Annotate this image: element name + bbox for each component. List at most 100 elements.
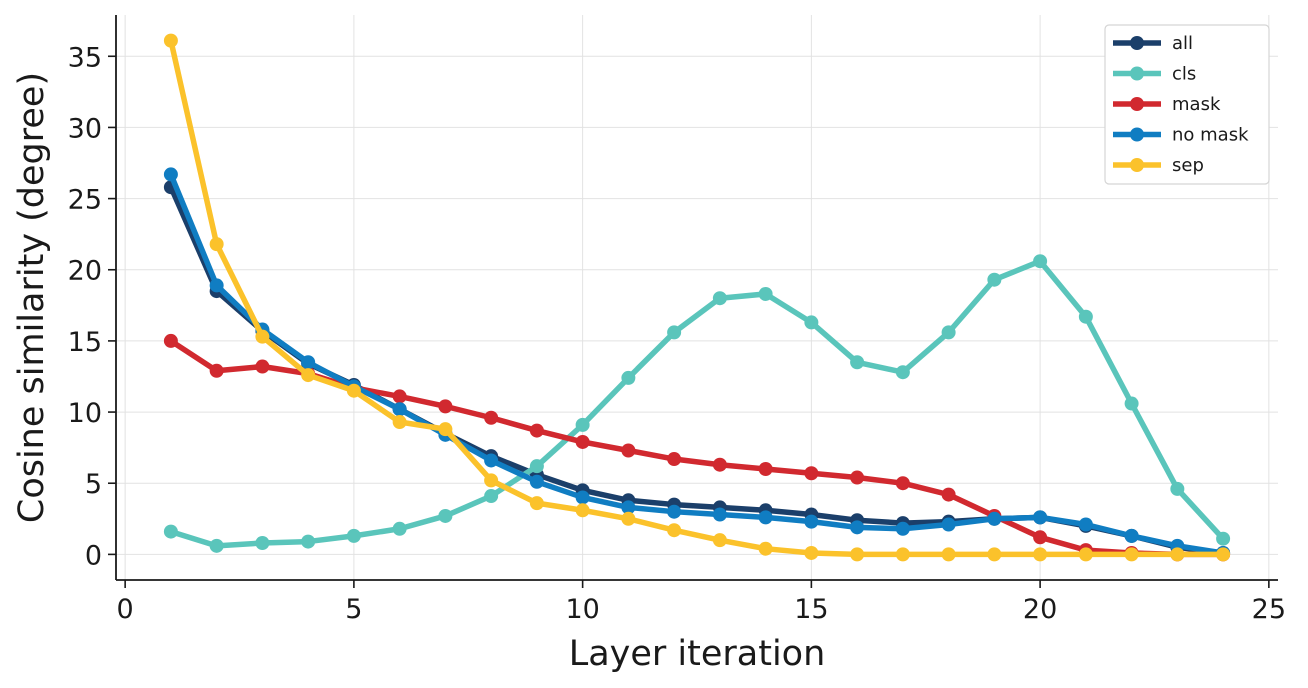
legend-item: no mask	[1113, 125, 1249, 146]
legend-label: all	[1172, 33, 1193, 54]
series-no-mask	[163, 167, 1231, 560]
x-tick-label: 0	[117, 594, 134, 625]
y-tick-label: 20	[68, 256, 102, 287]
data-point	[895, 476, 910, 491]
data-point	[712, 457, 727, 472]
y-tick-label: 30	[68, 113, 102, 144]
data-point	[621, 370, 636, 385]
data-point	[667, 452, 682, 467]
y-tick-label: 5	[85, 469, 102, 500]
data-point	[346, 383, 361, 398]
data-point	[575, 434, 590, 449]
data-point	[575, 417, 590, 432]
data-point	[209, 363, 224, 378]
data-point	[529, 459, 544, 474]
x-tick-label: 25	[1252, 594, 1286, 625]
data-point	[255, 359, 270, 374]
data-point	[575, 490, 590, 505]
data-point	[346, 528, 361, 543]
data-point	[438, 508, 453, 523]
data-point	[850, 470, 865, 485]
data-point	[804, 514, 819, 529]
data-point	[895, 547, 910, 562]
data-point	[163, 524, 178, 539]
data-point	[209, 278, 224, 293]
data-point	[1033, 510, 1048, 525]
data-point	[667, 523, 682, 538]
data-point	[804, 315, 819, 330]
legend-swatch-marker	[1130, 36, 1144, 50]
data-point	[163, 33, 178, 48]
data-point	[1124, 528, 1139, 543]
series-line	[168, 258, 1226, 549]
data-point	[301, 534, 316, 549]
data-point	[850, 520, 865, 535]
y-tick-label: 0	[85, 540, 102, 571]
data-point	[712, 291, 727, 306]
data-point	[667, 504, 682, 519]
data-point	[1033, 530, 1048, 545]
data-point	[484, 489, 499, 504]
data-point	[895, 365, 910, 380]
legend-item: all	[1113, 33, 1193, 54]
legend-swatch-marker	[1130, 158, 1144, 172]
data-point	[941, 547, 956, 562]
x-axis-title: Layer iteration	[569, 634, 826, 674]
data-point	[804, 466, 819, 481]
legend-swatch-marker	[1130, 97, 1144, 111]
y-tick-label: 25	[68, 185, 102, 216]
data-point	[1216, 531, 1231, 546]
data-point	[301, 355, 316, 370]
series-cls	[163, 254, 1231, 553]
data-point	[163, 333, 178, 348]
data-point	[1170, 481, 1185, 496]
data-point	[758, 510, 773, 525]
axes	[108, 15, 1278, 588]
data-point	[987, 272, 1002, 287]
legend-label: cls	[1172, 64, 1196, 85]
series-layer	[163, 33, 1231, 562]
data-point	[438, 399, 453, 414]
data-point	[484, 410, 499, 425]
y-tick-label: 35	[68, 42, 102, 73]
legend-swatch-marker	[1130, 127, 1144, 142]
data-point	[804, 545, 819, 560]
data-point	[667, 325, 682, 340]
data-point	[712, 507, 727, 522]
data-point	[255, 329, 270, 344]
series-line	[168, 37, 1226, 558]
x-tick-label: 20	[1023, 594, 1057, 625]
data-point	[987, 511, 1002, 526]
data-point	[1124, 547, 1139, 562]
data-point	[621, 443, 636, 458]
data-point	[1033, 547, 1048, 562]
legend-swatch-marker	[1130, 66, 1144, 81]
data-point	[392, 521, 407, 536]
data-point	[941, 487, 956, 502]
y-tick-label: 10	[68, 398, 102, 429]
data-point	[758, 461, 773, 476]
tick-labels: 0 5 10 15 20 25 0 5 10 15 20 25 30 35	[68, 42, 1286, 625]
legend-box	[1104, 24, 1270, 185]
data-point	[392, 389, 407, 404]
data-point	[438, 422, 453, 437]
data-point	[1078, 547, 1093, 562]
data-point	[529, 496, 544, 511]
data-point	[941, 325, 956, 340]
legend-item: mask	[1113, 94, 1221, 115]
data-point	[941, 517, 956, 532]
data-point	[529, 474, 544, 489]
series-sep	[163, 33, 1231, 562]
y-tick-label: 15	[68, 327, 102, 358]
data-point	[484, 453, 499, 468]
data-point	[758, 541, 773, 556]
data-point	[255, 535, 270, 550]
data-point	[529, 423, 544, 438]
legend-label: no mask	[1172, 125, 1249, 146]
legend: all cls mask no mask sep	[1104, 24, 1270, 185]
legend-item: cls	[1113, 64, 1196, 85]
x-tick-label: 15	[794, 594, 828, 625]
data-point	[987, 547, 1002, 562]
data-point	[621, 500, 636, 515]
data-point	[621, 511, 636, 526]
